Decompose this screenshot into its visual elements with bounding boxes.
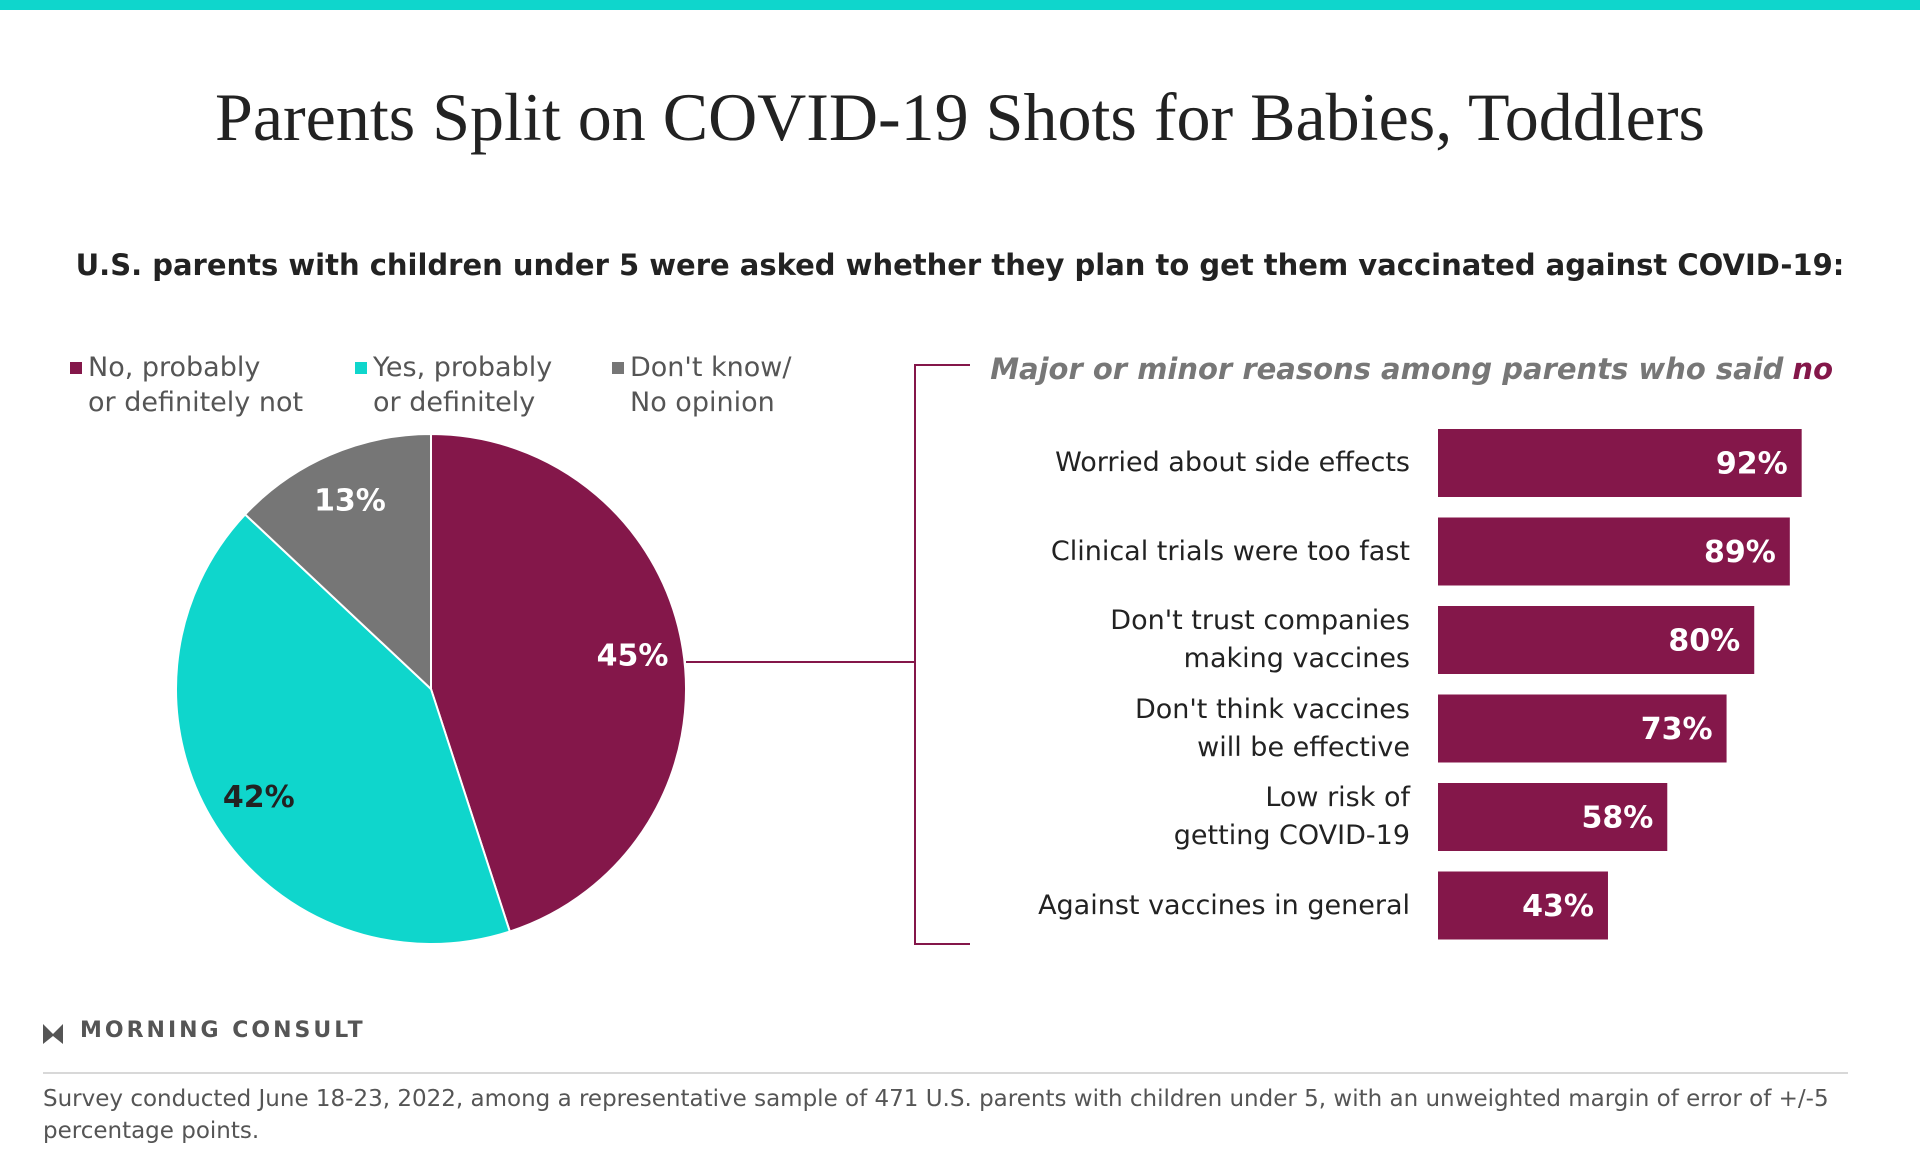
bar-title-text: Major or minor reasons among parents who… (990, 352, 1784, 386)
bar-title-emphasis: no (1792, 352, 1833, 386)
subtitle: U.S. parents with children under 5 were … (75, 248, 1845, 282)
brand-logo (43, 1024, 63, 1044)
category-label: Low risk of getting COVID-19 (1173, 782, 1410, 851)
data-label: 89% (1704, 535, 1776, 570)
bar-chart-title: Major or minor reasons among parents who… (990, 352, 1833, 386)
pie-slice (175, 513, 512, 945)
bracket (914, 364, 970, 945)
legend-swatch (70, 362, 82, 374)
top-band (0, 0, 1920, 10)
footnote: Survey conducted June 18-23, 2022, among… (43, 1086, 1829, 1144)
legend-swatch (355, 362, 367, 374)
bar (1438, 694, 1727, 763)
data-label: 58% (1581, 801, 1653, 836)
legend-item: Yes, probably or definitely (355, 350, 552, 420)
bar (1438, 429, 1802, 497)
data-label: 73% (1641, 712, 1713, 747)
data-label: 43% (1522, 889, 1594, 924)
data-label: 45% (597, 639, 669, 674)
data-label: 80% (1668, 624, 1740, 659)
pie-slice (430, 432, 687, 933)
pie-slice (243, 432, 432, 692)
bar (1438, 606, 1755, 674)
category-label: Clinical trials were too fast (1050, 535, 1410, 567)
category-label: Worried about side effects (1055, 447, 1410, 478)
bar (1438, 783, 1668, 851)
brand: MORNING CONSULT (80, 1018, 366, 1043)
category-label: Don't think vaccines will be effective (1134, 693, 1410, 763)
category-label: Against vaccines in general (1038, 889, 1410, 921)
bar-chart: 92% 89% 80% 73% 58% 43% (1438, 429, 1802, 940)
bar (1438, 517, 1790, 586)
data-label: 13% (314, 483, 386, 518)
legend-label: No, probably or definitely not (88, 352, 304, 418)
legend-label: Don't know/ No opinion (630, 352, 792, 418)
data-label: 92% (1716, 447, 1788, 482)
data-label: 42% (223, 780, 295, 815)
bar (1438, 871, 1608, 940)
legend-swatch (612, 362, 624, 374)
category-label: Don't trust companies making vaccines (1110, 605, 1410, 674)
legend-item: Don't know/ No opinion (612, 350, 791, 420)
legend-item: No, probably or definitely not (70, 350, 303, 420)
pie-chart: 45% 42% 13% (175, 432, 687, 945)
title: Parents Split on COVID-19 Shots for Babi… (215, 79, 1705, 155)
legend-label: Yes, probably or definitely (373, 352, 553, 418)
